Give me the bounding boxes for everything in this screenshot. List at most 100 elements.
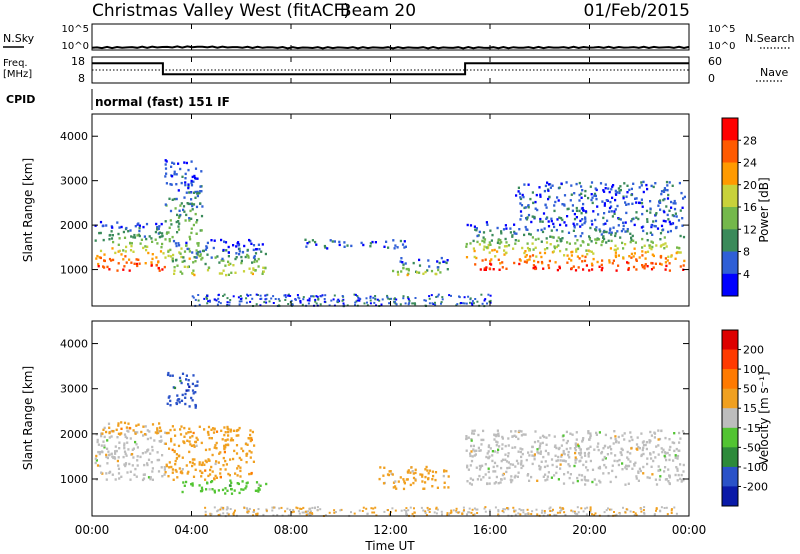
velocity-cell	[214, 474, 217, 478]
power-cell	[606, 219, 609, 222]
power-cell	[547, 225, 551, 228]
velocity-cell	[670, 509, 673, 512]
velocity-cell	[431, 470, 434, 473]
velocity-cell	[94, 461, 97, 465]
power-cell	[668, 209, 671, 212]
power-cell	[668, 262, 671, 265]
y-tick-label: 1000	[60, 264, 88, 277]
velocity-cell	[134, 440, 137, 444]
velocity-cell	[132, 447, 135, 450]
velocity-cell	[660, 447, 663, 450]
power-cell	[206, 269, 210, 272]
power-cell	[590, 240, 593, 243]
power-cell	[220, 272, 224, 275]
power-cell	[168, 226, 171, 229]
power-cell	[440, 302, 442, 305]
cpid-label: CPID	[6, 93, 35, 106]
velocity-cell	[160, 466, 163, 469]
power-cell	[575, 182, 578, 186]
velocity-cell	[616, 459, 619, 463]
velocity-cell	[471, 455, 474, 458]
power-cell	[681, 224, 684, 227]
velocity-cell	[230, 437, 233, 440]
power-cell	[263, 301, 266, 304]
power-cell	[287, 294, 290, 297]
velocity-cell	[193, 463, 196, 466]
power-cell	[486, 302, 488, 305]
velocity-cell	[181, 456, 184, 459]
power-cell	[619, 236, 622, 239]
velocity-cell	[668, 476, 671, 479]
velocity-cell	[604, 433, 607, 437]
power-cell	[573, 212, 576, 216]
velocity-cell	[670, 512, 673, 514]
power-cell	[520, 214, 523, 217]
power-cell	[241, 251, 244, 254]
power-cell	[181, 175, 184, 178]
velocity-cell	[144, 425, 147, 428]
velocity-cell	[653, 436, 656, 439]
power-cell	[108, 234, 111, 237]
power-cell	[372, 296, 375, 299]
velocity-cell	[192, 475, 196, 478]
velocity-cell	[546, 475, 549, 478]
date-label: 01/Feb/2015	[584, 1, 690, 21]
power-cell	[513, 230, 516, 234]
power-cell	[659, 199, 662, 202]
velocity-cell	[296, 507, 299, 510]
power-cell	[576, 239, 579, 242]
power-cell	[265, 297, 268, 300]
velocity-cell	[143, 433, 147, 436]
velocity-cell	[493, 450, 496, 453]
velocity-cell	[628, 439, 631, 443]
velocity-cell	[441, 513, 443, 516]
velocity-cell	[219, 451, 222, 454]
power-cell	[589, 185, 592, 188]
power-cell	[539, 220, 542, 223]
power-cell	[522, 195, 525, 199]
power-cell	[443, 260, 446, 264]
power-cell	[595, 241, 598, 245]
velocity-cell	[541, 441, 544, 445]
power-cell	[190, 181, 193, 185]
power-cell	[489, 229, 492, 232]
power-cell	[610, 205, 613, 208]
power-cell	[618, 190, 621, 193]
velocity-cell	[635, 475, 638, 478]
velocity-cell	[143, 463, 146, 467]
velocity-cell	[117, 432, 120, 435]
velocity-cell	[504, 453, 507, 456]
power-cell	[670, 255, 673, 258]
velocity-cell	[501, 443, 504, 446]
velocity-cell	[273, 506, 276, 509]
velocity-cell	[146, 462, 149, 465]
power-cell	[123, 265, 126, 268]
power-cell	[204, 248, 208, 251]
velocity-cell	[673, 506, 676, 509]
power-cell	[483, 267, 486, 270]
velocity-cell	[100, 471, 103, 474]
power-cell	[489, 301, 492, 304]
velocity-cell	[250, 471, 253, 475]
power-cell	[480, 293, 483, 296]
power-cell	[598, 228, 601, 231]
velocity-cell	[613, 459, 616, 463]
power-cell	[509, 231, 512, 234]
power-cell	[195, 205, 199, 209]
power-cell	[528, 249, 531, 252]
power-cell	[475, 256, 478, 260]
power-cell	[625, 195, 628, 198]
velocity-cell	[246, 452, 249, 455]
power-cell	[499, 238, 502, 242]
velocity-cell	[220, 506, 223, 509]
power-cell	[613, 248, 616, 252]
velocity-cell	[660, 506, 663, 509]
velocity-cell	[482, 438, 485, 442]
velocity-cell	[502, 508, 505, 511]
velocity-cell	[526, 508, 529, 511]
power-cell	[138, 224, 141, 227]
freq-unit: [MHz]	[3, 69, 32, 80]
power-cell	[186, 247, 189, 251]
power-cell	[110, 230, 113, 233]
velocity-cell	[123, 444, 126, 447]
